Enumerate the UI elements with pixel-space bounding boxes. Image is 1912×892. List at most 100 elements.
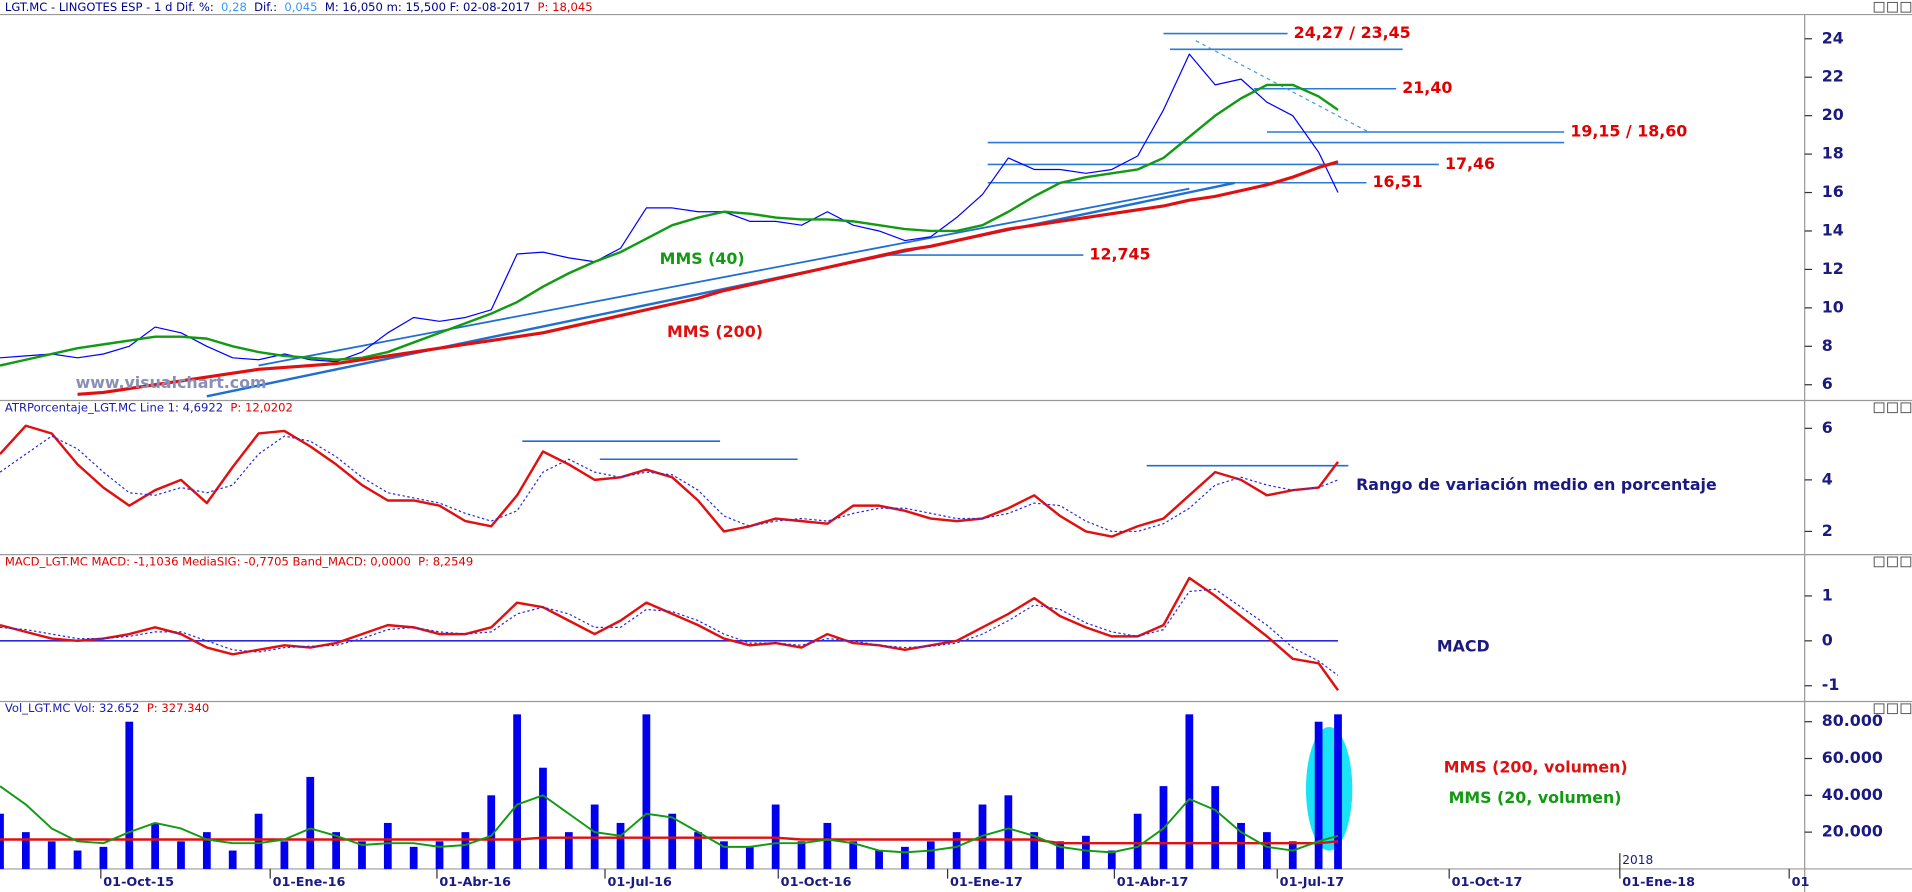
close-button[interactable] xyxy=(1900,703,1912,715)
panel-title: 0,28 xyxy=(221,0,247,14)
volume-bar xyxy=(306,776,315,869)
volume-bar xyxy=(1314,721,1323,869)
close-button[interactable] xyxy=(1900,402,1912,414)
panel-title: P: 12,0202 xyxy=(230,400,292,414)
x-tick-label: 01-Abr-17 xyxy=(1117,875,1189,890)
volume-bar xyxy=(21,832,30,869)
y-tick-label: 1 xyxy=(1822,585,1833,604)
volume-bar xyxy=(151,822,160,869)
volume-bar xyxy=(1237,822,1245,869)
volume-bar xyxy=(901,846,909,869)
y-tick-label: 60.000 xyxy=(1822,748,1883,767)
maximize-button[interactable] xyxy=(1887,703,1898,715)
volume-bar xyxy=(1334,714,1342,869)
volume-bar xyxy=(435,841,444,869)
y-tick-label: 80.000 xyxy=(1822,711,1883,730)
y-tick-label: -1 xyxy=(1822,675,1840,694)
volume-bar xyxy=(1030,832,1039,869)
close-button[interactable] xyxy=(1900,1,1912,13)
volume-bar xyxy=(461,832,470,869)
volume-bar xyxy=(332,832,340,869)
volume-bar xyxy=(1185,714,1194,869)
y-tick-label: 22 xyxy=(1822,67,1844,86)
y-tick-label: 6 xyxy=(1822,374,1833,393)
x-tick-label: 01-Abr-16 xyxy=(439,875,511,890)
annotation: www.visualchart.com xyxy=(76,373,267,392)
volume-bar xyxy=(926,841,935,869)
y-tick-label: 6 xyxy=(1822,418,1833,437)
volume-bar xyxy=(1056,841,1064,869)
volume-bar xyxy=(539,767,547,869)
minimize-button[interactable] xyxy=(1873,402,1885,414)
series-line xyxy=(0,836,1339,845)
y-tick-label: 12 xyxy=(1822,259,1844,278)
level-label: 24,27 / 23,45 xyxy=(1294,23,1411,42)
close-button[interactable] xyxy=(1900,556,1912,568)
minimize-button[interactable] xyxy=(1873,556,1885,568)
panel-title: Vol_LGT.MC Vol: 32.652 xyxy=(5,701,140,715)
minimize-button[interactable] xyxy=(1873,703,1885,715)
y-tick-label: 0 xyxy=(1822,630,1833,649)
series-line xyxy=(0,785,1339,854)
volume-bar xyxy=(875,850,883,869)
volume-bar xyxy=(1263,832,1271,869)
volume-bar xyxy=(513,714,521,869)
year-label: 2018 xyxy=(1622,853,1653,867)
volume-bar xyxy=(47,841,56,869)
volume-bar xyxy=(952,832,961,869)
y-tick-label: 4 xyxy=(1822,469,1833,488)
level-label: 12,745 xyxy=(1089,245,1150,264)
series-line xyxy=(0,576,1340,691)
series-line xyxy=(0,83,1339,367)
volume-bar xyxy=(668,813,677,869)
volume-bar xyxy=(616,822,625,869)
y-tick-label: 14 xyxy=(1822,220,1844,239)
annotation: MMS (20, volumen) xyxy=(1449,788,1622,807)
trendline xyxy=(206,181,1235,398)
volume-bar xyxy=(720,841,728,869)
panel-title: LGT.MC - LINGOTES ESP - 1 d Dif. %: xyxy=(5,0,214,14)
volume-bar xyxy=(1211,786,1220,869)
annotation: MMS (40) xyxy=(660,249,745,268)
volume-bar xyxy=(823,822,832,869)
level-label: 16,51 xyxy=(1373,172,1423,191)
x-tick-label: 01 xyxy=(1792,875,1810,890)
maximize-button[interactable] xyxy=(1887,556,1898,568)
y-tick-label: 18 xyxy=(1822,144,1844,163)
series-line xyxy=(0,424,1339,538)
volume-bar xyxy=(383,822,392,869)
volume-bar xyxy=(99,846,108,869)
panel-title: P: 18,045 xyxy=(538,0,593,14)
volume-bar xyxy=(280,841,289,869)
volume-bar xyxy=(694,832,702,869)
series-line xyxy=(77,160,1339,396)
volume-bar xyxy=(1288,841,1297,869)
panel-title: M: 16,050 m: 15,500 F: 02-08-2017 xyxy=(325,0,530,14)
volume-bar xyxy=(1107,850,1116,869)
minimize-button[interactable] xyxy=(1873,1,1885,13)
maximize-button[interactable] xyxy=(1887,1,1898,13)
series-line xyxy=(0,53,1339,363)
y-tick-label: 40.000 xyxy=(1822,785,1883,804)
volume-bar xyxy=(202,832,211,869)
x-tick-label: 01-Oct-15 xyxy=(103,875,174,890)
panel-title: Dif.: xyxy=(254,0,277,14)
y-tick-label: 2 xyxy=(1822,521,1833,540)
y-tick-label: 10 xyxy=(1822,297,1844,316)
x-tick-label: 01-Jul-17 xyxy=(1280,875,1344,890)
x-tick-label: 01-Jul-16 xyxy=(607,875,672,890)
y-tick-label: 24 xyxy=(1822,28,1844,47)
level-label: 17,46 xyxy=(1445,154,1495,173)
volume-bar xyxy=(849,841,858,869)
x-tick-label: 01-Ene-16 xyxy=(273,875,346,890)
series-line xyxy=(0,588,1339,676)
annotation: MMS (200, volumen) xyxy=(1444,758,1628,777)
annotation: MACD xyxy=(1437,636,1490,655)
volume-bar xyxy=(73,850,82,869)
volume-bar xyxy=(1004,795,1013,869)
maximize-button[interactable] xyxy=(1887,402,1898,414)
volume-bar xyxy=(487,795,496,869)
window-buttons[interactable] xyxy=(1873,1,1912,715)
level-label: 19,15 / 18,60 xyxy=(1570,122,1687,141)
panel-title: ATRPorcentaje_LGT.MC Line 1: 4,6922 xyxy=(5,400,223,414)
